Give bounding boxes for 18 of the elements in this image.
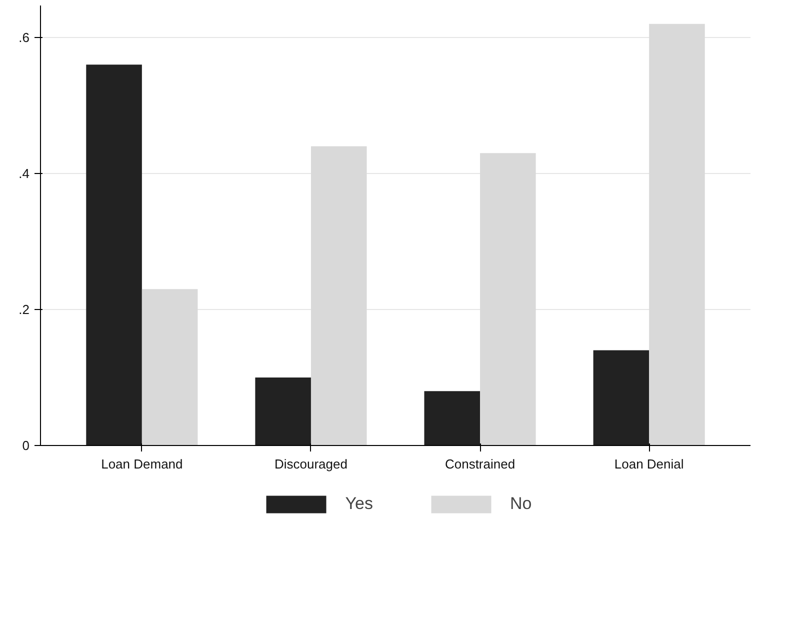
bar [480,153,536,446]
x-tick-label: Loan Demand [101,456,183,472]
y-tick-label: .2 [18,302,30,317]
legend-label: Yes [345,494,373,514]
bar [649,24,705,446]
bar [424,391,480,446]
x-tick-label: Discouraged [274,456,348,472]
legend-label: No [510,494,532,514]
y-tick-label: .4 [18,166,30,181]
y-tick-label: .6 [18,30,30,45]
bar [255,377,311,446]
bar [86,64,142,446]
bar [593,350,650,446]
x-tick-label: Loan Denial [614,456,684,472]
y-tick-label: 0 [22,438,30,453]
x-tick-label: Constrained [444,456,516,472]
bar [142,289,198,446]
bar [310,146,367,446]
